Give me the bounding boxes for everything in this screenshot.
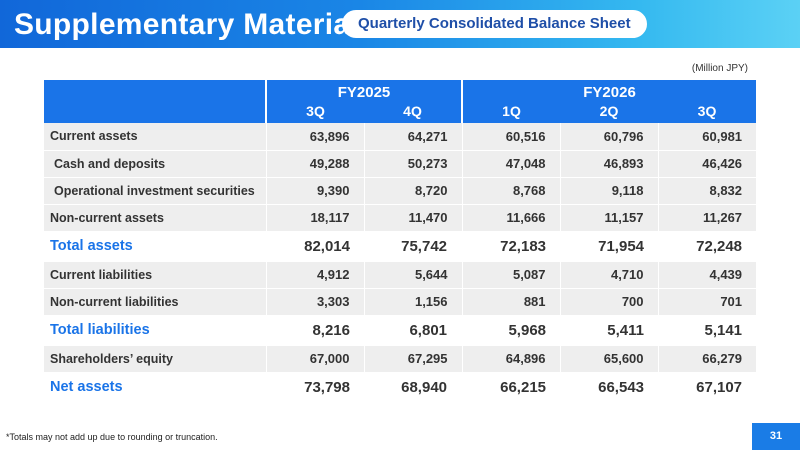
value-cell: 64,271 — [363, 123, 463, 151]
total-row: Total assets 82,014 75,742 72,183 71,954 72,2… — [44, 231, 757, 262]
value-cell: 71,954 — [560, 231, 659, 262]
value-cell: 8,720 — [363, 177, 463, 205]
value-cell: 5,087 — [461, 261, 561, 289]
column-header: 3Q — [265, 102, 364, 123]
value-cell: 66,279 — [657, 345, 757, 373]
value-cell: 700 — [559, 288, 659, 316]
header-banner: Supplementary Material Quarterly Consoli… — [0, 0, 800, 48]
value-cell: 701 — [657, 288, 757, 316]
value-cell: 73,798 — [265, 372, 364, 403]
row-label: Current assets — [44, 123, 266, 151]
balance-sheet-table: FY2025 FY2026 3Q 4Q 1Q 2Q 3Q Current ass… — [44, 80, 757, 403]
value-cell: 64,896 — [461, 345, 561, 373]
value-cell: 3,303 — [265, 288, 364, 316]
value-cell: 60,981 — [657, 123, 757, 151]
value-cell: 4,439 — [657, 261, 757, 289]
value-cell: 881 — [461, 288, 561, 316]
table-row: Non-current assets 18,117 11,470 11,666 11,1… — [44, 204, 757, 232]
table-row: Cash and deposits 49,288 50,273 47,048 46,89… — [44, 150, 757, 178]
value-cell: 5,644 — [363, 261, 463, 289]
row-label: Operational investment securities — [44, 177, 266, 205]
value-cell: 60,796 — [559, 123, 659, 151]
value-cell: 11,267 — [657, 204, 757, 232]
value-cell: 50,273 — [363, 150, 463, 178]
table-header-groups: FY2025 FY2026 — [44, 80, 757, 102]
value-cell: 11,157 — [559, 204, 659, 232]
value-cell: 75,742 — [364, 231, 463, 262]
total-row: Net assets 73,798 68,940 66,215 66,543 67,107 — [44, 372, 757, 403]
table-row: Operational investment securities 9,390 8,… — [44, 177, 757, 205]
column-header: 4Q — [364, 102, 463, 123]
header-corner-lower — [44, 102, 266, 123]
row-label: Shareholders’ equity — [44, 345, 266, 373]
value-cell: 9,118 — [559, 177, 659, 205]
column-header: 3Q — [658, 102, 757, 123]
row-label: Cash and deposits — [44, 150, 266, 178]
footnote: *Totals may not add up due to rounding o… — [6, 432, 218, 442]
value-cell: 72,248 — [658, 231, 757, 262]
value-cell: 63,896 — [265, 123, 364, 151]
value-cell: 9,390 — [265, 177, 364, 205]
value-cell: 65,600 — [559, 345, 659, 373]
value-cell: 11,666 — [461, 204, 561, 232]
group-header-fy2025: FY2025 — [264, 80, 463, 102]
value-cell: 8,832 — [657, 177, 757, 205]
value-cell: 18,117 — [265, 204, 364, 232]
table-row: Shareholders’ equity 67,000 67,295 64,896 65… — [44, 345, 757, 373]
group-header-fy2026: FY2026 — [461, 80, 757, 102]
value-cell: 66,543 — [560, 372, 659, 403]
section-subtitle: Quarterly Consolidated Balance Sheet — [342, 10, 647, 38]
value-cell: 82,014 — [265, 231, 364, 262]
value-cell: 8,768 — [461, 177, 561, 205]
value-cell: 11,470 — [363, 204, 463, 232]
value-cell: 67,295 — [363, 345, 463, 373]
row-label: Total assets — [44, 231, 266, 262]
page-title: Supplementary Material — [14, 8, 360, 41]
row-label: Non-current liabilities — [44, 288, 266, 316]
value-cell: 46,426 — [657, 150, 757, 178]
value-cell: 67,107 — [658, 372, 757, 403]
column-header: 1Q — [461, 102, 561, 123]
value-cell: 1,156 — [363, 288, 463, 316]
value-cell: 8,216 — [265, 315, 364, 346]
value-cell: 68,940 — [364, 372, 463, 403]
page-number: 31 — [752, 423, 800, 450]
unit-note: (Million JPY) — [691, 63, 748, 74]
value-cell: 4,710 — [559, 261, 659, 289]
table-row: Current liabilities 4,912 5,644 5,087 4,710 4… — [44, 261, 757, 289]
value-cell: 6,801 — [364, 315, 463, 346]
table-row: Current assets 63,896 64,271 60,516 60,796 60… — [44, 123, 757, 151]
value-cell: 67,000 — [265, 345, 364, 373]
value-cell: 46,893 — [559, 150, 659, 178]
value-cell: 60,516 — [461, 123, 561, 151]
value-cell: 49,288 — [265, 150, 364, 178]
value-cell: 4,912 — [265, 261, 364, 289]
header-corner — [44, 80, 266, 102]
value-cell: 5,411 — [560, 315, 659, 346]
total-row: Total liabilities 8,216 6,801 5,968 5,411 5,1… — [44, 315, 757, 346]
row-label: Total liabilities — [44, 315, 266, 346]
table-header-quarters: 3Q 4Q 1Q 2Q 3Q — [44, 102, 757, 123]
table-row: Non-current liabilities 3,303 1,156 881 700 7… — [44, 288, 757, 316]
value-cell: 47,048 — [461, 150, 561, 178]
value-cell: 66,215 — [461, 372, 561, 403]
column-header: 2Q — [560, 102, 659, 123]
value-cell: 5,968 — [461, 315, 561, 346]
row-label: Non-current assets — [44, 204, 266, 232]
value-cell: 5,141 — [658, 315, 757, 346]
row-label: Current liabilities — [44, 261, 266, 289]
value-cell: 72,183 — [461, 231, 561, 262]
row-label: Net assets — [44, 372, 266, 403]
